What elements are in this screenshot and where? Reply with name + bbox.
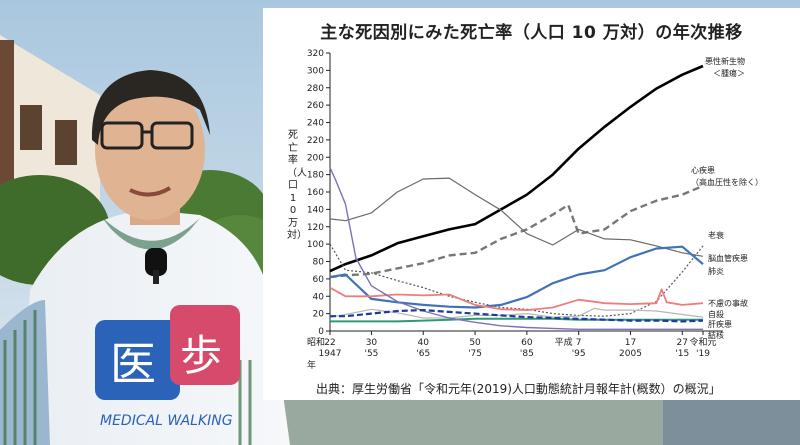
line-chart: 0 20 40 60 80 100 120 140 160 180 200 220 240 260 280 3… bbox=[307, 49, 763, 371]
series-label-malignant: ＜腫瘍＞ bbox=[713, 68, 745, 78]
y-tick-label: 220 bbox=[307, 136, 324, 146]
y-tick-label: 260 bbox=[307, 101, 324, 111]
series-label-pneumonia: 肺炎 bbox=[708, 267, 724, 276]
x-tick-label-year: '95 bbox=[572, 349, 586, 359]
y-tick-label: 300 bbox=[307, 66, 324, 76]
series-line-tuberculosis bbox=[329, 167, 703, 330]
presenter-hair bbox=[91, 70, 210, 145]
series-line-malignant bbox=[329, 64, 704, 273]
y-tick-label: 320 bbox=[307, 49, 324, 59]
x-tick-label-era: 令和元 bbox=[689, 336, 716, 348]
y-tick-label: 140 bbox=[307, 205, 324, 215]
series-label-heart: （高血圧性を除く） bbox=[691, 177, 763, 187]
y-tick-label: 0 bbox=[318, 327, 324, 337]
shirt-logo bbox=[95, 320, 180, 400]
x-tick-label-year: '19 bbox=[696, 349, 710, 359]
svg-text:歩: 歩 bbox=[180, 331, 222, 380]
series-line-cerebrovascular bbox=[329, 177, 704, 257]
series-label-senility: 老衰 bbox=[708, 230, 724, 240]
series-line-liver bbox=[330, 317, 703, 323]
y-tick-label: 180 bbox=[307, 171, 324, 181]
series-line-accident bbox=[329, 286, 704, 312]
era-label-showa: 昭和 bbox=[307, 337, 325, 348]
x-tick-label-era: 40 bbox=[418, 338, 430, 348]
y-tick-label: 100 bbox=[307, 240, 324, 250]
y-tick-label: 120 bbox=[307, 223, 324, 233]
x-tick-label-era: 27 bbox=[677, 338, 688, 348]
series-label-tuberculosis: 結核 bbox=[708, 330, 724, 340]
series-label-accident: 不慮の事故 bbox=[708, 298, 748, 308]
chart-card: 主な死因別にみた死亡率（人口 10 万対）の年次推移 死亡率（人口10万対） 0… bbox=[263, 8, 800, 400]
series-label-suicide: 自殺 bbox=[708, 309, 724, 319]
presenter-face bbox=[95, 80, 205, 220]
y-tick-label: 80 bbox=[313, 258, 325, 268]
era-label-nen: 年 bbox=[307, 359, 316, 371]
chart-title: 主な死因別にみた死亡率（人口 10 万対）の年次推移 bbox=[320, 23, 743, 43]
x-tick-label-era: 60 bbox=[521, 338, 533, 348]
y-tick-label: 20 bbox=[313, 310, 325, 320]
series-line-heart bbox=[329, 184, 704, 279]
source-caption: 出典：厚生労働省「令和元年(2019)人口動態統計月報年計(概数）の概況」 bbox=[316, 382, 721, 396]
series-label-cerebrovascular: 脳血管疾患 bbox=[708, 253, 748, 263]
x-tick-label-era: 50 bbox=[469, 338, 481, 348]
series-label-heart: 心疾患 bbox=[691, 165, 715, 175]
y-tick-label: 160 bbox=[307, 188, 324, 198]
x-tick-label-era: 22 bbox=[324, 338, 335, 348]
svg-text:MEDICAL WALKING: MEDICAL WALKING bbox=[100, 413, 233, 429]
building bbox=[0, 35, 100, 210]
series-label-liver: 肝疾患 bbox=[708, 319, 732, 329]
x-tick-label-year: 2005 bbox=[619, 349, 642, 359]
series-line-pneumonia bbox=[329, 245, 704, 309]
series-line-dashed_blue bbox=[330, 309, 704, 323]
era-label-heisei: 平成 bbox=[555, 336, 573, 348]
y-tick-label: 40 bbox=[313, 292, 325, 302]
lapel-mic bbox=[145, 248, 167, 276]
x-tick-label-era: 30 bbox=[366, 338, 378, 348]
y-tick-label: 280 bbox=[307, 84, 324, 94]
x-tick-label-era: 7 bbox=[576, 338, 582, 348]
x-tick-label-year: '15 bbox=[675, 349, 689, 359]
y-axis-label: 死亡率（人口10万対） bbox=[287, 130, 307, 241]
x-tick-label-year: '55 bbox=[364, 349, 378, 359]
svg-text:医: 医 bbox=[110, 337, 156, 391]
x-tick-label-year: 1947 bbox=[319, 349, 342, 359]
x-tick-label-era: 17 bbox=[625, 338, 636, 348]
y-tick-label: 240 bbox=[307, 119, 324, 129]
series-label-malignant: 悪性新生物 bbox=[705, 56, 745, 66]
x-tick-label-year: '65 bbox=[416, 349, 430, 359]
x-tick-label-year: '75 bbox=[468, 349, 482, 359]
x-tick-label-year: '85 bbox=[520, 349, 534, 359]
y-tick-label: 60 bbox=[313, 275, 325, 285]
y-tick-label: 200 bbox=[307, 153, 324, 163]
series-line-senility bbox=[329, 243, 704, 317]
